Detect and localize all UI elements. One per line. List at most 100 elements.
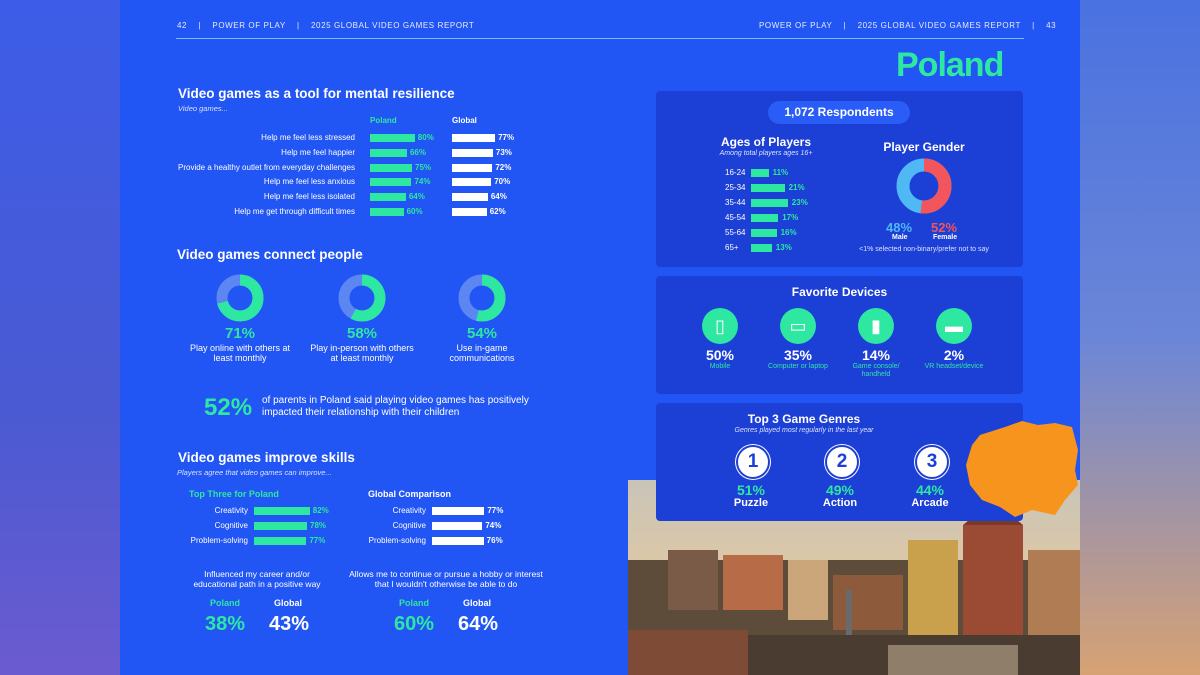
header-right: POWER OF PLAY | 2025 GLOBAL VIDEO GAMES … (759, 21, 1056, 30)
age-bar (751, 244, 772, 252)
career-global-label: Global (274, 598, 303, 608)
skills-poland-label: Cognitive (214, 520, 248, 530)
hobby-poland-label: Poland (399, 598, 430, 608)
page-number-right: 43 (1046, 21, 1057, 30)
resilience-value-global: 62% (489, 207, 506, 216)
male-label: Male (892, 234, 908, 241)
resilience-value-poland: 80% (417, 133, 434, 142)
laptop-icon: ▭ (780, 308, 816, 344)
skills-value-poland: 82% (312, 506, 329, 515)
career-global-value: 43% (269, 613, 310, 635)
genre-label: Puzzle (733, 497, 769, 509)
resilience-value-global: 72% (495, 162, 512, 172)
genres-subtitle: Genres played most regularly in the last… (734, 427, 874, 434)
age-label: 45-54 (725, 213, 746, 222)
header-section: POWER OF PLAY (212, 21, 286, 30)
hobby-poland-value: 60% (394, 613, 435, 635)
resilience-bar-global (452, 178, 492, 187)
resilience-row-label: Help me feel less anxious (263, 177, 355, 187)
connect-label: Play in-person with others at least mont… (310, 343, 414, 363)
device-glyph: ▯ (715, 316, 725, 336)
header-separator: | (296, 21, 300, 30)
resilience-value-global: 64% (490, 192, 507, 202)
age-value: 16% (780, 228, 797, 237)
resilience-bar-poland (370, 178, 412, 187)
genre-label: Action (822, 497, 858, 509)
resilience-value-global: 77% (498, 133, 515, 142)
header-section: POWER OF PLAY (759, 21, 833, 30)
connect-title: Video games connect people (177, 247, 363, 262)
age-value: 17% (782, 213, 799, 222)
header-report: 2025 GLOBAL VIDEO GAMES REPORT (857, 21, 1021, 30)
skills-bar-global (432, 536, 484, 545)
skills-title: Video games improve skills (178, 450, 355, 465)
poland-map (966, 421, 1078, 517)
resilience-row-label: Help me get through difficult times (234, 207, 355, 216)
gender-slice-female (896, 158, 952, 214)
age-bar (751, 169, 769, 177)
connect-donut-slice (458, 274, 506, 322)
resilience-value-poland: 64% (408, 192, 425, 202)
resilience-bar-poland (370, 148, 407, 157)
header-separator: | (843, 21, 847, 30)
genre-rank-badge: 1 (736, 445, 770, 479)
resilience-row-label: Provide a healthy outlet from everyday c… (178, 162, 355, 172)
resilience-bar-global (452, 193, 488, 202)
resilience-value-poland: 75% (415, 162, 432, 172)
gender-note: <1% selected non-binary/prefer not to sa… (859, 246, 989, 253)
genre-label: Arcade (911, 497, 949, 509)
vr-headset-icon: ▬ (936, 308, 972, 344)
parents-percent: 52% (204, 394, 253, 421)
genre-rank-badge: 3 (915, 445, 949, 479)
resilience-col-poland: Poland (370, 116, 397, 125)
skills-bar-global (432, 521, 483, 530)
connect-donut (338, 274, 386, 322)
age-value: 11% (772, 168, 789, 177)
resilience-bar-global (452, 208, 487, 216)
resilience-bar-poland (370, 208, 404, 216)
age-value: 21% (788, 183, 805, 192)
respondents-badge: 1,072 Respondents (768, 101, 910, 124)
age-label: 55-64 (725, 228, 746, 237)
resilience-bar-poland (370, 193, 406, 202)
connect-percent: 58% (346, 325, 378, 342)
resilience-row-label: Help me feel less isolated (263, 192, 355, 202)
game-console-icon: ▮ (858, 308, 894, 344)
resilience-value-poland: 74% (414, 177, 431, 187)
skills-top-title: Top Three for Poland (189, 489, 279, 499)
skills-value-global: 74% (485, 520, 502, 530)
genre-percent: 51% (736, 482, 766, 498)
career-poland-value: 38% (205, 613, 246, 635)
skills-poland-label: Creativity (214, 506, 248, 515)
gender-donut (896, 158, 952, 214)
male-percent: 48% (886, 220, 913, 235)
age-value: 13% (775, 243, 792, 252)
header-separator: | (1032, 21, 1035, 30)
resilience-value-poland: 60% (406, 207, 423, 216)
parents-text: of parents in Poland said playing video … (262, 395, 529, 418)
skills-bar-poland (254, 536, 307, 545)
connect-donut-slice (216, 274, 264, 322)
connect-label: Play online with others at least monthly (189, 343, 291, 363)
device-glyph: ▮ (871, 316, 881, 336)
resilience-bar-global (452, 148, 493, 157)
age-label: 65+ (725, 243, 739, 252)
skills-bar-poland (254, 521, 308, 530)
device-label: Game console/ handheld (852, 363, 900, 378)
resilience-row-label: Help me feel less stressed (261, 133, 355, 142)
resilience-value-global: 73% (495, 147, 512, 157)
background-right (1080, 0, 1200, 675)
genres-title: Top 3 Game Genres (747, 412, 861, 426)
age-value: 23% (791, 198, 808, 207)
device-percent: 50% (705, 347, 735, 363)
report-spread: 42 | POWER OF PLAY | 2025 GLOBAL VIDEO G… (120, 0, 1080, 675)
devices-title: Favorite Devices (791, 285, 888, 299)
resilience-col-global: Global (452, 116, 477, 125)
resilience-bar-global (452, 134, 496, 142)
mobile-phone-icon: ▯ (702, 308, 738, 344)
device-percent: 2% (943, 347, 965, 363)
connect-donut (458, 274, 506, 322)
female-percent: 52% (931, 220, 958, 235)
skills-bar-poland (254, 507, 310, 515)
age-label: 25-34 (725, 183, 746, 192)
